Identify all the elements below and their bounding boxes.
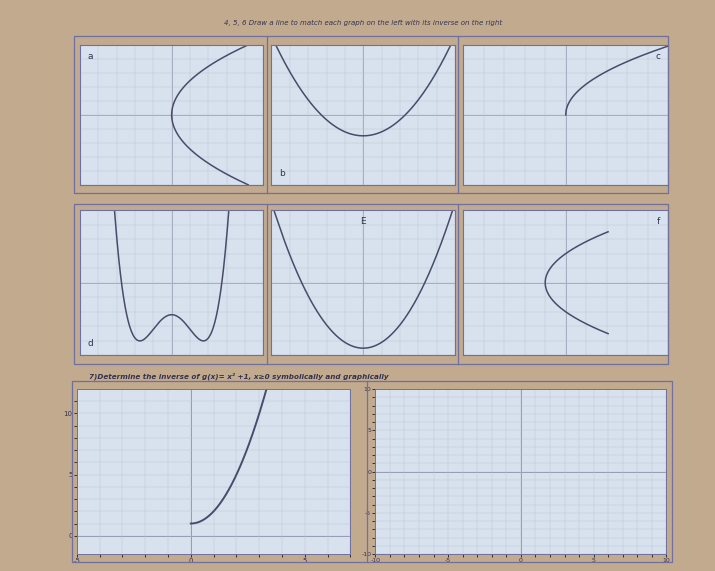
Text: 7)Determine the inverse of g(x)= x² +1, x≥0 symbolically and graphically: 7)Determine the inverse of g(x)= x² +1, … (89, 372, 389, 380)
Text: 4, 5, 6 Draw a line to match each graph on the left with its inverse on the righ: 4, 5, 6 Draw a line to match each graph … (224, 20, 502, 26)
Text: d: d (87, 339, 93, 348)
Text: f: f (657, 217, 660, 226)
Text: a: a (87, 52, 93, 61)
Text: E: E (360, 217, 366, 226)
Text: b: b (279, 169, 285, 178)
Text: c: c (655, 52, 660, 61)
